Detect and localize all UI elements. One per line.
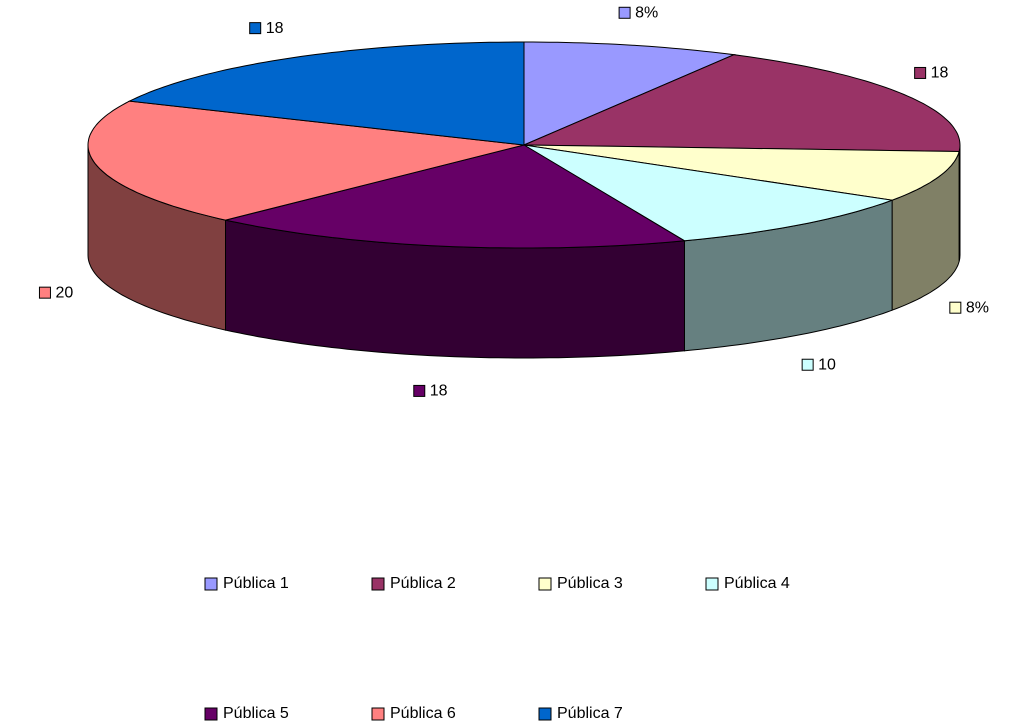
pie-sides	[87, 144, 961, 359]
data-labels: 8% 18 8% 10 18 20 18	[38, 5, 989, 400]
slice	[523, 144, 960, 201]
data-label: 18	[931, 65, 949, 82]
pie-tops	[87, 41, 961, 249]
data-label: 10	[818, 356, 836, 373]
legend-swatch	[371, 577, 385, 591]
legend-swatch	[538, 707, 552, 721]
legend-swatch	[204, 707, 218, 721]
legend-swatch	[371, 707, 385, 721]
legend-label: Pública 3	[557, 575, 623, 592]
data-label: 8%	[966, 299, 989, 316]
legend-label: Pública 7	[557, 705, 623, 722]
legend-label: Pública 2	[390, 575, 456, 592]
legend-label: Pública 5	[223, 705, 289, 722]
legend-label: Pública 4	[724, 575, 790, 592]
legend-swatch	[538, 577, 552, 591]
slice	[523, 54, 961, 153]
slice	[87, 100, 525, 221]
label-swatch	[413, 384, 426, 397]
slice	[523, 41, 736, 146]
legend-label: Pública 1	[223, 575, 289, 592]
data-label: 20	[55, 284, 73, 301]
legend-label: Pública 6	[390, 705, 456, 722]
label-swatch	[914, 66, 927, 79]
slice	[523, 144, 893, 242]
label-swatch	[618, 6, 631, 19]
slice	[225, 144, 687, 249]
data-label: 8%	[635, 5, 658, 22]
label-swatch	[801, 358, 814, 371]
slice	[127, 41, 525, 146]
label-swatch	[38, 286, 51, 299]
legend-swatch	[204, 577, 218, 591]
data-label: 18	[266, 20, 284, 37]
label-swatch	[949, 301, 962, 314]
label-swatch	[249, 22, 262, 35]
data-label: 18	[430, 383, 448, 400]
legend: Pública 1 Pública 2 Pública 3 Pública 4 Públ…	[204, 575, 790, 722]
legend-swatch	[705, 577, 719, 591]
